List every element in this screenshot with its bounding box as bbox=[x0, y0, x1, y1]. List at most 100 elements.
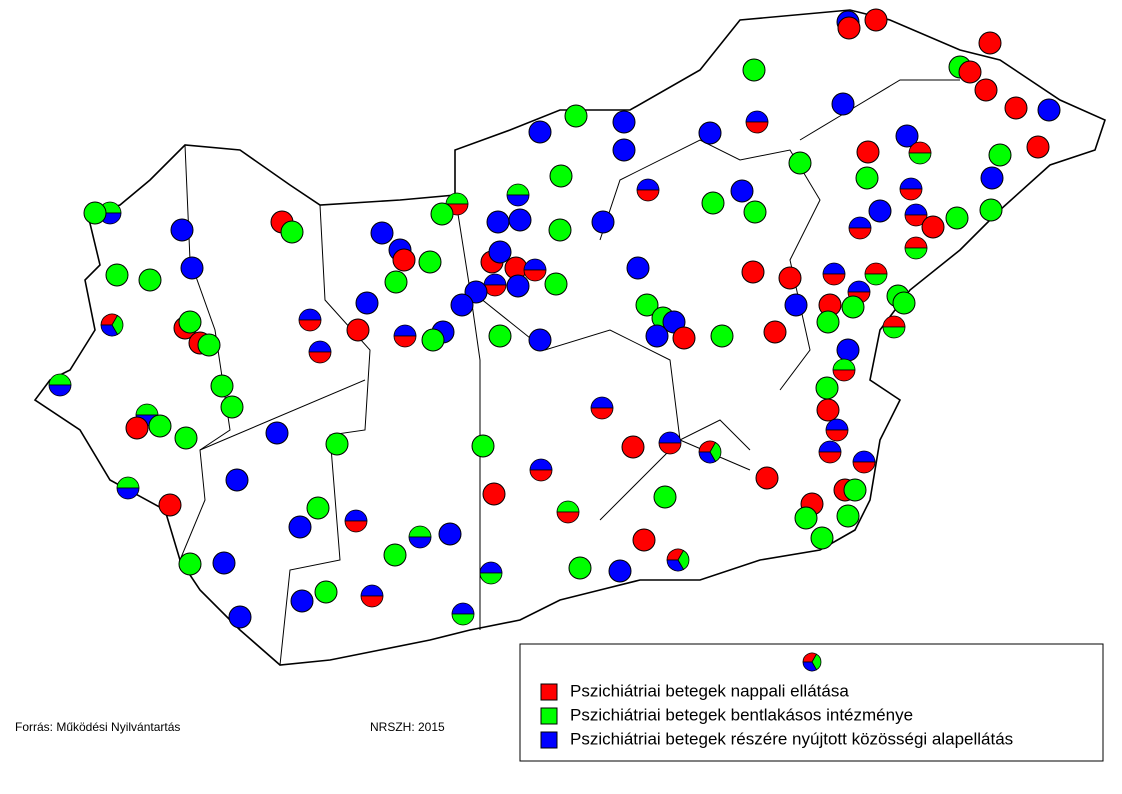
pie-marker bbox=[701, 191, 725, 215]
pie-slice bbox=[636, 189, 660, 202]
pie-marker bbox=[921, 215, 945, 239]
pie-marker bbox=[755, 466, 779, 490]
pie-marker bbox=[794, 506, 818, 530]
pie-marker bbox=[836, 504, 860, 528]
pie-slice bbox=[636, 178, 660, 191]
pie-marker bbox=[306, 496, 330, 520]
pie-marker bbox=[743, 200, 767, 224]
pie-marker bbox=[170, 218, 194, 242]
pie-slice bbox=[529, 458, 553, 471]
source-text: Forrás: Működési Nyilvántartás bbox=[15, 720, 180, 734]
pie-marker bbox=[958, 60, 982, 84]
pie-slice bbox=[483, 273, 507, 286]
legend-label: Pszichiátriai betegek részére nyújtott k… bbox=[570, 729, 1013, 748]
credit-text: NRSZH: 2015 bbox=[370, 720, 445, 734]
pie-slice bbox=[556, 500, 580, 513]
pie-slice bbox=[523, 258, 547, 271]
pie-slice bbox=[116, 476, 140, 489]
pie-slice bbox=[698, 451, 717, 464]
pie-marker bbox=[471, 434, 495, 458]
pie-slice bbox=[408, 525, 432, 538]
pie-marker bbox=[632, 528, 656, 552]
pie-slice bbox=[848, 227, 872, 240]
pie-slice bbox=[445, 192, 469, 205]
pie-marker bbox=[228, 605, 252, 629]
pie-slice bbox=[908, 141, 932, 154]
pie-slice bbox=[344, 520, 368, 533]
pie-slice bbox=[451, 602, 475, 615]
pie-slice bbox=[832, 358, 856, 371]
pie-marker bbox=[988, 143, 1012, 167]
pie-marker bbox=[788, 151, 812, 175]
pie-slice bbox=[882, 315, 906, 328]
pie-slice bbox=[506, 183, 530, 196]
pie-slice bbox=[904, 203, 928, 216]
pie-marker bbox=[280, 220, 304, 244]
pie-marker bbox=[612, 138, 636, 162]
pie-marker bbox=[763, 320, 787, 344]
pie-marker bbox=[158, 493, 182, 517]
pie-slice bbox=[908, 152, 932, 165]
pie-slice bbox=[48, 373, 72, 386]
pie-marker bbox=[855, 166, 879, 190]
country-outline bbox=[33, 9, 1106, 666]
pie-slice bbox=[479, 561, 503, 574]
pie-slice bbox=[852, 461, 876, 474]
pie-marker bbox=[508, 208, 532, 232]
pie-marker bbox=[621, 435, 645, 459]
pie-marker bbox=[742, 58, 766, 82]
pie-marker bbox=[635, 293, 659, 317]
pie-slice bbox=[308, 351, 332, 364]
pie-marker bbox=[816, 310, 840, 334]
pie-slice bbox=[529, 469, 553, 482]
pie-marker bbox=[314, 580, 338, 604]
pie-slice bbox=[852, 450, 876, 463]
pie-marker bbox=[346, 318, 370, 342]
legend-swatch bbox=[540, 707, 558, 725]
pie-slice bbox=[135, 403, 159, 416]
pie-marker bbox=[836, 338, 860, 362]
pie-marker bbox=[810, 526, 834, 550]
pie-marker bbox=[645, 324, 669, 348]
pie-marker bbox=[1004, 96, 1028, 120]
pie-slice bbox=[802, 661, 818, 672]
pie-marker bbox=[784, 293, 808, 317]
pie-marker bbox=[778, 266, 802, 290]
pie-marker bbox=[355, 291, 379, 315]
pie-slice bbox=[344, 509, 368, 522]
pie-marker bbox=[220, 395, 244, 419]
pie-marker bbox=[125, 416, 149, 440]
pie-marker bbox=[892, 291, 916, 315]
pie-marker bbox=[710, 324, 734, 348]
pie-marker bbox=[506, 274, 530, 298]
pie-marker bbox=[974, 78, 998, 102]
pie-slice bbox=[308, 340, 332, 353]
pie-marker bbox=[741, 260, 765, 284]
pie-marker bbox=[698, 121, 722, 145]
pie-marker bbox=[895, 124, 919, 148]
pie-marker bbox=[841, 295, 865, 319]
pie-marker bbox=[148, 414, 172, 438]
pie-slice bbox=[709, 441, 722, 463]
pie-marker bbox=[178, 310, 202, 334]
pie-marker bbox=[450, 293, 474, 317]
pie-slice bbox=[506, 194, 530, 207]
pie-marker bbox=[1037, 98, 1061, 122]
pie-slice bbox=[393, 335, 417, 348]
pie-slice bbox=[298, 308, 322, 321]
pie-marker bbox=[653, 485, 677, 509]
pie-slice bbox=[658, 431, 682, 444]
pie-slice bbox=[818, 440, 842, 453]
pie-marker bbox=[180, 256, 204, 280]
pie-slice bbox=[904, 236, 928, 249]
pie-slice bbox=[899, 177, 923, 190]
pie-marker bbox=[843, 478, 867, 502]
pie-slice bbox=[590, 396, 614, 409]
pie-slice bbox=[111, 314, 124, 336]
pie-slice bbox=[393, 324, 417, 337]
pie-slice bbox=[848, 216, 872, 229]
pie-marker bbox=[384, 270, 408, 294]
pie-slice bbox=[451, 613, 475, 626]
pie-marker bbox=[212, 551, 236, 575]
pie-slice bbox=[904, 214, 928, 227]
